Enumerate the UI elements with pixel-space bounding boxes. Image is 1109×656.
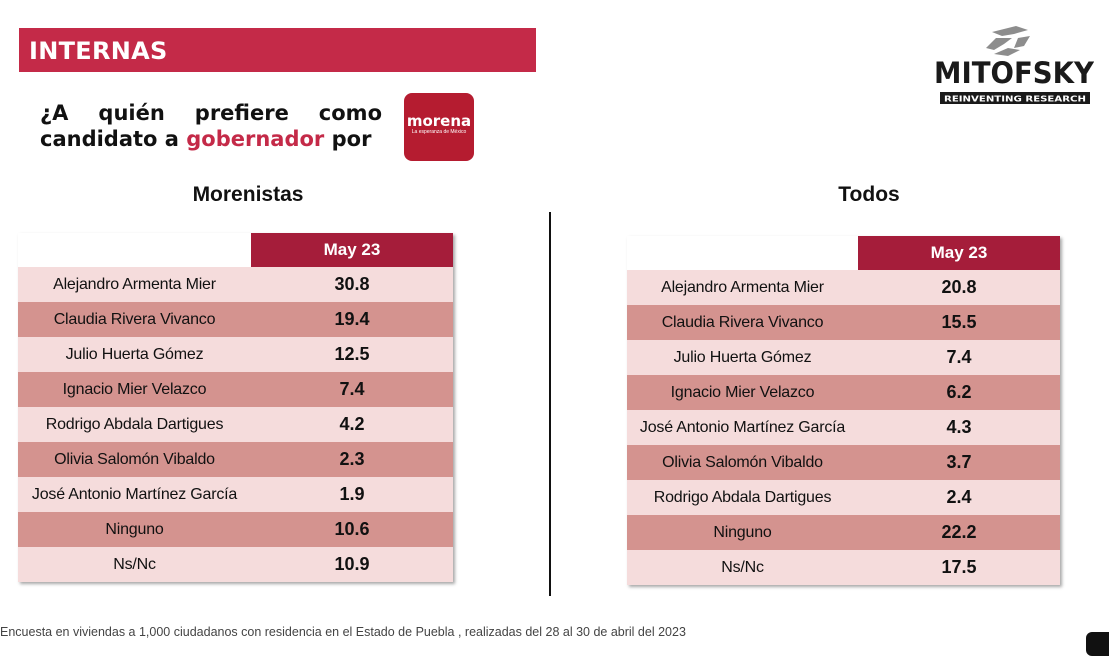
vertical-divider bbox=[549, 212, 551, 596]
candidate-name: Alejandro Armenta Mier bbox=[661, 279, 824, 296]
candidate-name: José Antonio Martínez García bbox=[639, 419, 846, 436]
table-row: Ignacio Mier Velazco 7.4 bbox=[18, 372, 453, 407]
table-row: Ninguno 10.6 bbox=[18, 512, 453, 547]
table-row: Rodrigo Abdala Dartigues 4.2 bbox=[18, 407, 453, 442]
column-header-may23: May 23 bbox=[251, 233, 453, 267]
table-row: Claudia Rivera Vivanco 19.4 bbox=[18, 302, 453, 337]
morena-party-logo: morena La esperanza de México bbox=[404, 93, 474, 161]
candidate-name: Ignacio Mier Velazco bbox=[62, 381, 207, 398]
candidate-value: 22.2 bbox=[941, 522, 977, 542]
candidate-value: 12.5 bbox=[334, 344, 370, 364]
table-row: Rodrigo Abdala Dartigues 2.4 bbox=[627, 480, 1060, 515]
table-rows: Alejandro Armenta Mier 20.8 Claudia River… bbox=[627, 270, 1060, 585]
candidate-value: 7.4 bbox=[339, 379, 365, 399]
table-row: José Antonio Martínez García 4.3 bbox=[627, 410, 1060, 445]
candidate-name: Alejandro Armenta Mier bbox=[53, 276, 216, 293]
candidate-value: 4.2 bbox=[339, 414, 365, 434]
morenistas-table: May 23 Alejandro Armenta Mier 30.8 Claudi… bbox=[18, 233, 453, 582]
candidate-name: José Antonio Martínez García bbox=[31, 486, 238, 503]
question-text: ¿A quién prefiere como candidato a gober… bbox=[40, 100, 382, 152]
candidate-value: 19.4 bbox=[334, 309, 370, 329]
table-row: Olivia Salomón Vibaldo 3.7 bbox=[627, 445, 1060, 480]
candidate-name: Ninguno bbox=[105, 521, 164, 538]
morenistas-title: Morenistas bbox=[192, 183, 304, 206]
todos-table: May 23 Alejandro Armenta Mier 20.8 Claudi… bbox=[627, 236, 1060, 585]
candidate-value: 30.8 bbox=[334, 274, 370, 294]
table-row: Ns/Nc 17.5 bbox=[627, 550, 1060, 585]
candidate-value: 1.9 bbox=[339, 484, 365, 504]
mitofsky-wordmark: MITOFSKY bbox=[934, 56, 1094, 90]
table-header-row: May 23 bbox=[18, 233, 453, 267]
candidate-name: Ns/Nc bbox=[113, 556, 156, 573]
candidate-name: Julio Huerta Gómez bbox=[673, 349, 812, 366]
candidate-name: Ninguno bbox=[713, 524, 772, 541]
question-part-2: por bbox=[324, 127, 372, 151]
candidate-name: Claudia Rivera Vivanco bbox=[661, 314, 824, 331]
candidate-value: 7.4 bbox=[946, 347, 972, 367]
candidate-name: Olivia Salomón Vibaldo bbox=[662, 454, 823, 471]
candidate-value: 10.9 bbox=[334, 554, 370, 574]
candidate-name: Claudia Rivera Vivanco bbox=[53, 311, 216, 328]
table-row: José Antonio Martínez García 1.9 bbox=[18, 477, 453, 512]
candidate-name: Rodrigo Abdala Dartigues bbox=[45, 416, 224, 433]
mitofsky-logo: MITOFSKY REINVENTING RESEARCH bbox=[934, 26, 1094, 106]
morena-logo-tagline: La esperanza de México bbox=[411, 129, 467, 135]
candidate-value: 15.5 bbox=[941, 312, 977, 332]
candidate-value: 6.2 bbox=[946, 382, 972, 402]
table-row: Alejandro Armenta Mier 20.8 bbox=[627, 270, 1060, 305]
table-row: Ignacio Mier Velazco 6.2 bbox=[627, 375, 1060, 410]
question-part-1: ¿A quién prefiere como candidato a bbox=[40, 101, 382, 151]
candidate-value: 2.4 bbox=[946, 487, 972, 507]
table-row: Julio Huerta Gómez 7.4 bbox=[627, 340, 1060, 375]
candidate-name: Ignacio Mier Velazco bbox=[670, 384, 815, 401]
todos-title: Todos bbox=[838, 183, 900, 206]
candidate-value: 3.7 bbox=[946, 452, 972, 472]
table-row: Olivia Salomón Vibaldo 2.3 bbox=[18, 442, 453, 477]
candidate-name: Julio Huerta Gómez bbox=[65, 346, 204, 363]
candidate-name: Ns/Nc bbox=[721, 559, 764, 576]
mitofsky-emblem-icon bbox=[986, 26, 1030, 56]
mitofsky-tagline: REINVENTING RESEARCH bbox=[944, 95, 1086, 104]
column-header-may23: May 23 bbox=[858, 236, 1060, 270]
table-rows: Alejandro Armenta Mier 30.8 Claudia River… bbox=[18, 267, 453, 582]
candidate-value: 17.5 bbox=[941, 557, 977, 577]
question-highlight: gobernador bbox=[186, 127, 325, 151]
section-banner: INTERNAS bbox=[19, 28, 536, 72]
table-header-row: May 23 bbox=[627, 236, 1060, 270]
page-number-tab bbox=[1086, 632, 1109, 656]
table-row: Claudia Rivera Vivanco 15.5 bbox=[627, 305, 1060, 340]
candidate-value: 4.3 bbox=[946, 417, 972, 437]
table-row: Ninguno 22.2 bbox=[627, 515, 1060, 550]
candidate-name: Olivia Salomón Vibaldo bbox=[54, 451, 215, 468]
morena-logo-text: morena bbox=[406, 112, 472, 130]
candidate-name: Rodrigo Abdala Dartigues bbox=[653, 489, 832, 506]
table-row: Julio Huerta Gómez 12.5 bbox=[18, 337, 453, 372]
candidate-value: 2.3 bbox=[339, 449, 365, 469]
candidate-value: 20.8 bbox=[941, 277, 977, 297]
footer-note: Encuesta en viviendas a 1,000 ciudadanos… bbox=[0, 625, 686, 639]
candidate-value: 10.6 bbox=[334, 519, 370, 539]
table-row: Ns/Nc 10.9 bbox=[18, 547, 453, 582]
banner-label: INTERNAS bbox=[29, 37, 168, 65]
table-row: Alejandro Armenta Mier 30.8 bbox=[18, 267, 453, 302]
